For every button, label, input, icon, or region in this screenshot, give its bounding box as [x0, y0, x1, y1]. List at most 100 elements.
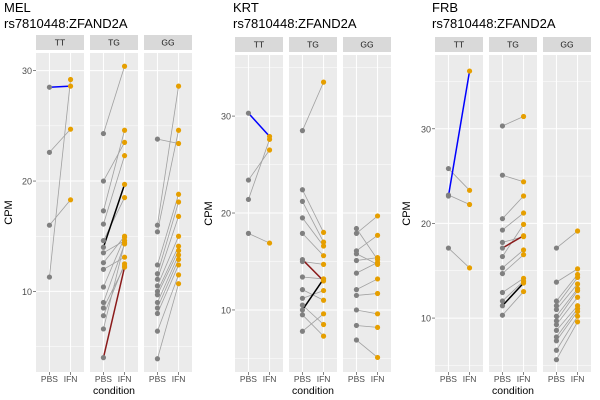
x-axis-label: condition	[492, 385, 534, 397]
data-point-pbs	[353, 337, 360, 343]
data-point-ifn	[520, 247, 527, 253]
facet-strip-label: GG	[161, 38, 174, 48]
data-point-pbs	[353, 322, 360, 329]
pair-line	[356, 234, 378, 252]
facet-panel	[144, 53, 192, 372]
data-point-pbs	[353, 270, 360, 276]
data-point-pbs	[353, 257, 360, 264]
data-point-ifn	[175, 256, 182, 263]
data-point-ifn	[466, 265, 473, 271]
facet-strip-label: TT	[454, 40, 464, 50]
data-point-pbs	[46, 84, 53, 90]
pair-line	[356, 325, 378, 328]
pair-line	[502, 291, 524, 316]
data-point-ifn	[374, 259, 381, 266]
data-point-pbs	[245, 177, 252, 183]
data-point-ifn	[574, 281, 581, 287]
data-point-ifn	[320, 229, 327, 236]
data-point-pbs	[553, 279, 560, 285]
data-point-ifn	[121, 153, 128, 159]
data-point-ifn	[320, 239, 327, 245]
facet-strip-label: GG	[560, 40, 573, 50]
pair-line	[103, 66, 125, 134]
data-point-pbs	[353, 251, 360, 257]
x-tick-label: IFN	[64, 374, 78, 384]
x-tick-label: PBS	[41, 374, 58, 384]
facet-panel	[90, 53, 138, 372]
pair-line	[103, 235, 125, 263]
pair-line	[157, 264, 179, 314]
pair-line-highlight	[247, 112, 271, 137]
pair-line-highlight	[447, 70, 471, 197]
data-point-ifn	[574, 274, 581, 280]
x-tick-label: IFN	[172, 374, 186, 384]
chart-title-group: KRT	[233, 0, 259, 15]
data-point-pbs	[100, 238, 107, 244]
data-point-ifn	[121, 264, 128, 270]
data-point-pbs	[299, 187, 306, 193]
y-axis-label: CPM	[203, 201, 215, 225]
data-point-ifn	[67, 83, 74, 89]
data-point-pbs	[299, 302, 306, 308]
pair-line	[556, 274, 578, 302]
data-point-pbs	[299, 286, 306, 293]
data-point-ifn	[574, 319, 581, 325]
pair-line	[356, 262, 378, 274]
data-point-pbs	[353, 286, 360, 293]
y-tick-label: 10	[421, 314, 431, 324]
data-point-pbs	[353, 307, 360, 313]
data-point-pbs	[553, 327, 560, 333]
data-point-ifn	[520, 280, 527, 286]
data-point-pbs	[46, 149, 53, 155]
pair-line-highlight	[502, 235, 524, 249]
x-tick-label: PBS	[440, 374, 457, 384]
pair-line	[302, 201, 324, 243]
data-point-ifn	[320, 253, 327, 259]
data-point-ifn	[574, 313, 581, 319]
data-point-ifn	[121, 181, 128, 187]
data-point-ifn	[266, 240, 273, 246]
data-point-pbs	[100, 305, 107, 311]
pair-line	[502, 254, 524, 274]
data-point-pbs	[100, 284, 107, 290]
pair-line	[356, 278, 378, 290]
data-point-pbs	[299, 307, 306, 313]
data-point-ifn	[175, 272, 182, 278]
facet-panel	[435, 55, 483, 372]
data-point-pbs	[553, 313, 560, 319]
data-point-ifn	[175, 83, 182, 89]
data-point-ifn	[520, 233, 527, 239]
data-point-ifn	[320, 333, 327, 339]
pair-line	[103, 197, 125, 241]
data-point-ifn	[67, 197, 74, 203]
data-point-ifn	[175, 247, 182, 254]
pair-line	[103, 240, 125, 254]
facet-strip	[144, 35, 192, 50]
data-point-ifn	[175, 140, 182, 147]
pair-line	[49, 128, 71, 153]
x-tick-label: PBS	[149, 374, 166, 384]
pair-line-highlight	[49, 85, 71, 88]
data-point-ifn	[175, 199, 182, 205]
x-tick-label: IFN	[517, 374, 531, 384]
facet-strip-label: TG	[108, 38, 120, 48]
pair-line	[502, 249, 524, 269]
data-point-pbs	[553, 322, 560, 328]
data-point-pbs	[154, 292, 161, 298]
data-point-ifn	[374, 276, 381, 282]
data-point-ifn	[175, 127, 182, 133]
pair-line	[356, 339, 378, 358]
pair-line	[302, 276, 324, 280]
x-tick-label: PBS	[494, 374, 511, 384]
y-axis-label: CPM	[3, 200, 15, 224]
chart-title-snp-gene: rs7810448:ZFAND2A	[432, 16, 556, 31]
y-axis-label: CPM	[401, 201, 413, 225]
data-point-ifn	[320, 287, 327, 294]
data-point-pbs	[499, 270, 506, 277]
pair-line	[103, 130, 125, 211]
data-point-pbs	[553, 318, 560, 324]
data-point-ifn	[320, 321, 327, 328]
x-tick-label: PBS	[348, 374, 365, 384]
data-point-pbs	[154, 229, 161, 235]
